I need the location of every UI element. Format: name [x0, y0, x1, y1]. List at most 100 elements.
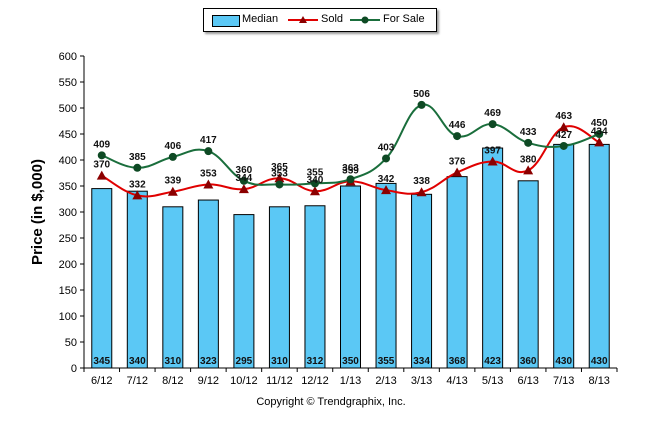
x-tick-label: 5/13	[482, 375, 503, 387]
y-tick-label: 100	[59, 311, 77, 323]
x-tick-label: 3/13	[411, 375, 432, 387]
for-sale-point	[595, 130, 604, 138]
median-data-label: 310	[164, 356, 181, 367]
for-sale-legend-swatch	[350, 16, 380, 24]
sold-point	[381, 185, 392, 195]
median-legend-swatch	[212, 15, 240, 27]
for-sale-point	[239, 176, 248, 185]
sold-point	[238, 184, 249, 194]
median-data-label: 430	[555, 356, 572, 367]
sold-point	[167, 186, 178, 196]
median-data-label: 430	[591, 356, 608, 367]
x-tick-label: 10/12	[230, 375, 258, 387]
sold-data-label: 397	[484, 146, 501, 157]
for-sale-data-label: 469	[484, 108, 501, 119]
x-tick-label: 11/12	[266, 375, 293, 387]
sold-point	[132, 190, 143, 200]
sold-data-label: 342	[378, 174, 395, 185]
median-bars	[91, 143, 610, 369]
sold-point	[203, 179, 214, 189]
for-sale-data-label: 360	[236, 165, 253, 176]
median-data-label: 340	[129, 356, 146, 367]
median-data-label: 350	[342, 356, 359, 367]
for-sale-point	[488, 120, 497, 129]
sold-point	[487, 156, 498, 166]
median-data-label: 360	[520, 356, 537, 367]
for-sale-point	[275, 180, 284, 189]
median-bar	[197, 199, 219, 369]
y-tick-label: 550	[59, 77, 77, 89]
sold-legend-label: Sold	[321, 13, 344, 25]
for-sale-legend-label: For Sale	[383, 13, 425, 25]
sold-data-label: 332	[129, 179, 146, 190]
x-tick-label: 6/12	[91, 375, 112, 387]
median-bar	[304, 205, 326, 369]
for-sale-data-label: 406	[164, 141, 181, 152]
y-tick-label: 150	[59, 285, 77, 297]
y-tick-label: 450	[59, 129, 77, 141]
median-bar	[233, 214, 255, 369]
sold-data-label: 463	[555, 111, 572, 122]
sold-data-label: 338	[413, 176, 430, 187]
sold-point	[594, 137, 605, 147]
for-sale-data-label: 385	[129, 152, 146, 163]
for-sale-data-label: 446	[449, 120, 466, 131]
y-tick-label: 400	[59, 155, 77, 167]
data-labels: 345 340 310 323 295 310 312 350 355 334 368 423 360 4…	[93, 89, 608, 367]
y-tick-label: 250	[59, 233, 77, 245]
for-sale-data-label: 403	[378, 142, 395, 153]
median-bar	[517, 180, 539, 369]
median-data-label: 323	[200, 356, 217, 367]
sold-point	[523, 165, 534, 175]
legend: Median Sold For Sale	[203, 8, 437, 32]
for-sale-data-label: 353	[271, 168, 288, 179]
sold-data-label: 380	[520, 154, 537, 165]
sold-data-label: 359	[342, 165, 359, 176]
sold-data-label: 344	[236, 173, 253, 184]
for-sale-data-label: 450	[591, 118, 608, 129]
sold-point	[452, 167, 463, 177]
median-bar	[446, 176, 468, 369]
median-bar	[482, 147, 504, 369]
median-bar	[268, 206, 290, 369]
sold-data-label: 434	[591, 126, 608, 137]
for-sale-point	[346, 175, 355, 184]
for-sale-point	[417, 100, 426, 109]
sold-data-label: 353	[200, 168, 217, 179]
series-lines	[96, 100, 605, 200]
y-tick-label: 350	[59, 181, 77, 193]
sold-data-label: 340	[307, 175, 324, 186]
y-tick-label: 300	[59, 207, 77, 219]
sold-point	[96, 170, 107, 180]
median-data-label: 423	[484, 356, 501, 367]
y-tick-label: 50	[65, 337, 77, 349]
sold-data-label: 370	[93, 160, 110, 171]
for-sale-data-label: 427	[555, 130, 572, 141]
x-tick-label: 9/12	[198, 375, 219, 387]
sold-point	[416, 187, 427, 197]
x-tick-label: 8/12	[162, 375, 183, 387]
median-bar	[553, 143, 575, 369]
for-sale-point	[204, 147, 213, 156]
sold-point	[309, 186, 320, 196]
for-sale-point	[453, 132, 462, 141]
sold-point	[274, 173, 285, 183]
sold-data-label: 365	[271, 162, 288, 173]
x-tick-label: 4/13	[446, 375, 467, 387]
median-bar	[162, 206, 184, 369]
y-tick-label: 500	[59, 103, 77, 115]
median-data-label: 310	[271, 356, 288, 367]
sold-data-label: 376	[449, 156, 466, 167]
x-tick-label: 12/12	[301, 375, 329, 387]
median-bar	[340, 185, 361, 369]
median-legend-label: Median	[242, 13, 279, 25]
median-data-label: 334	[413, 356, 430, 367]
y-tick-label: 600	[59, 51, 77, 63]
for-sale-data-label: 363	[342, 163, 359, 174]
for-sale-data-label: 409	[93, 139, 110, 150]
for-sale-point	[382, 154, 391, 163]
x-tick-label: 8/13	[589, 375, 610, 387]
sold-point	[558, 122, 569, 132]
for-sale-point	[97, 151, 106, 160]
